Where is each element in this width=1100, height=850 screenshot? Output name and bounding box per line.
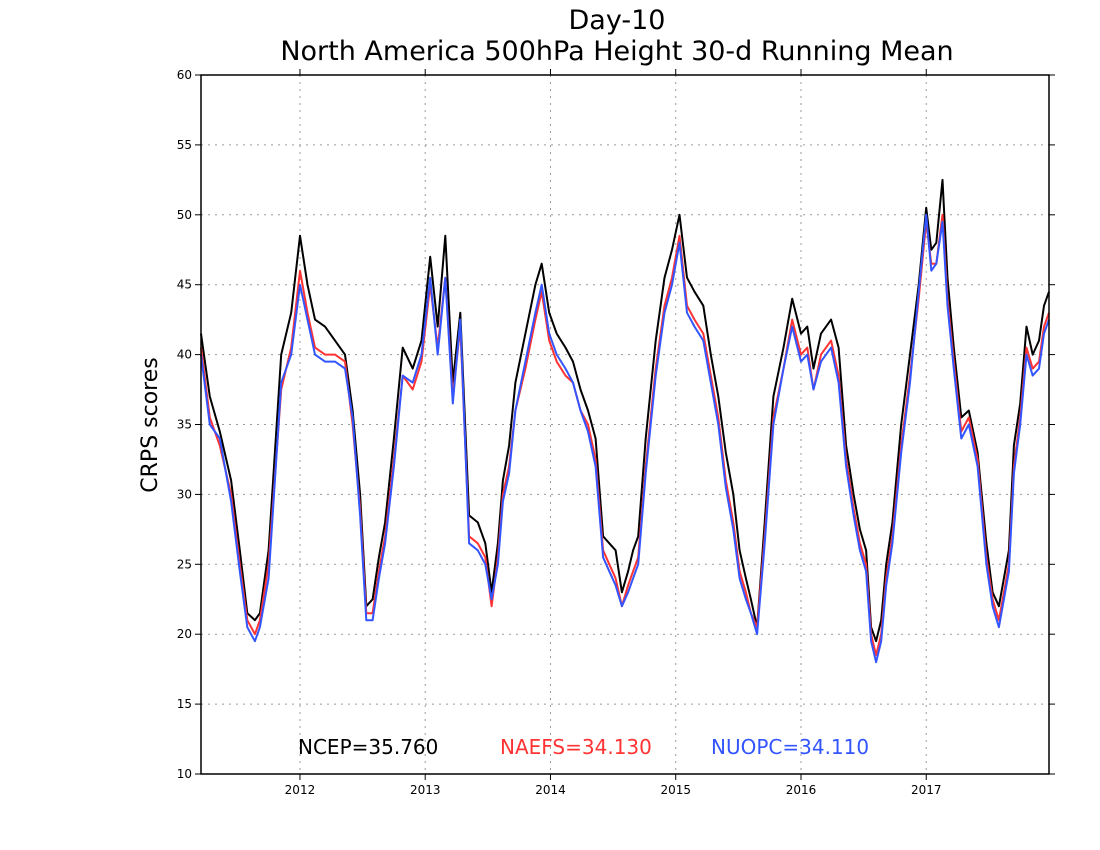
- y-tick-label: 45: [177, 278, 192, 292]
- y-tick-label: 20: [177, 627, 192, 641]
- grid: [201, 75, 1049, 774]
- series-lines: [200, 178, 1050, 664]
- y-axis-title: CRPS scores: [138, 357, 163, 492]
- x-tick-label: 2012: [285, 783, 316, 797]
- y-tick-label: 15: [177, 697, 192, 711]
- y-axis-ticks: 10 15 20 25 30 35 40 45 50 55 60: [177, 68, 1055, 781]
- chart-title: Day-10: [569, 5, 666, 36]
- y-tick-label: 55: [177, 138, 192, 152]
- y-tick-label: 10: [177, 767, 192, 781]
- series-line-ncep: [200, 178, 1050, 643]
- legend-ncep: NCEP=35.760: [298, 735, 438, 759]
- x-tick-label: 2014: [535, 783, 566, 797]
- x-tick-label: 2016: [786, 783, 817, 797]
- y-tick-label: 50: [177, 208, 192, 222]
- legend-nuopc: NUOPC=34.110: [711, 735, 869, 759]
- y-tick-label: 35: [177, 418, 192, 432]
- y-tick-label: 30: [177, 487, 192, 501]
- legend-naefs: NAEFS=34.130: [500, 735, 652, 759]
- y-tick-label: 40: [177, 348, 192, 362]
- x-axis-ticks: 2012 2013 2014 2015 2016 2017: [285, 69, 942, 797]
- x-tick-label: 2017: [911, 783, 942, 797]
- y-tick-label: 60: [177, 68, 192, 82]
- chart-subtitle: North America 500hPa Height 30-d Running…: [280, 36, 953, 67]
- series-line-naefs: [200, 213, 1050, 657]
- x-tick-label: 2013: [410, 783, 441, 797]
- y-tick-label: 25: [177, 557, 192, 571]
- x-tick-label: 2015: [660, 783, 691, 797]
- series-line-nuopc: [200, 213, 1050, 664]
